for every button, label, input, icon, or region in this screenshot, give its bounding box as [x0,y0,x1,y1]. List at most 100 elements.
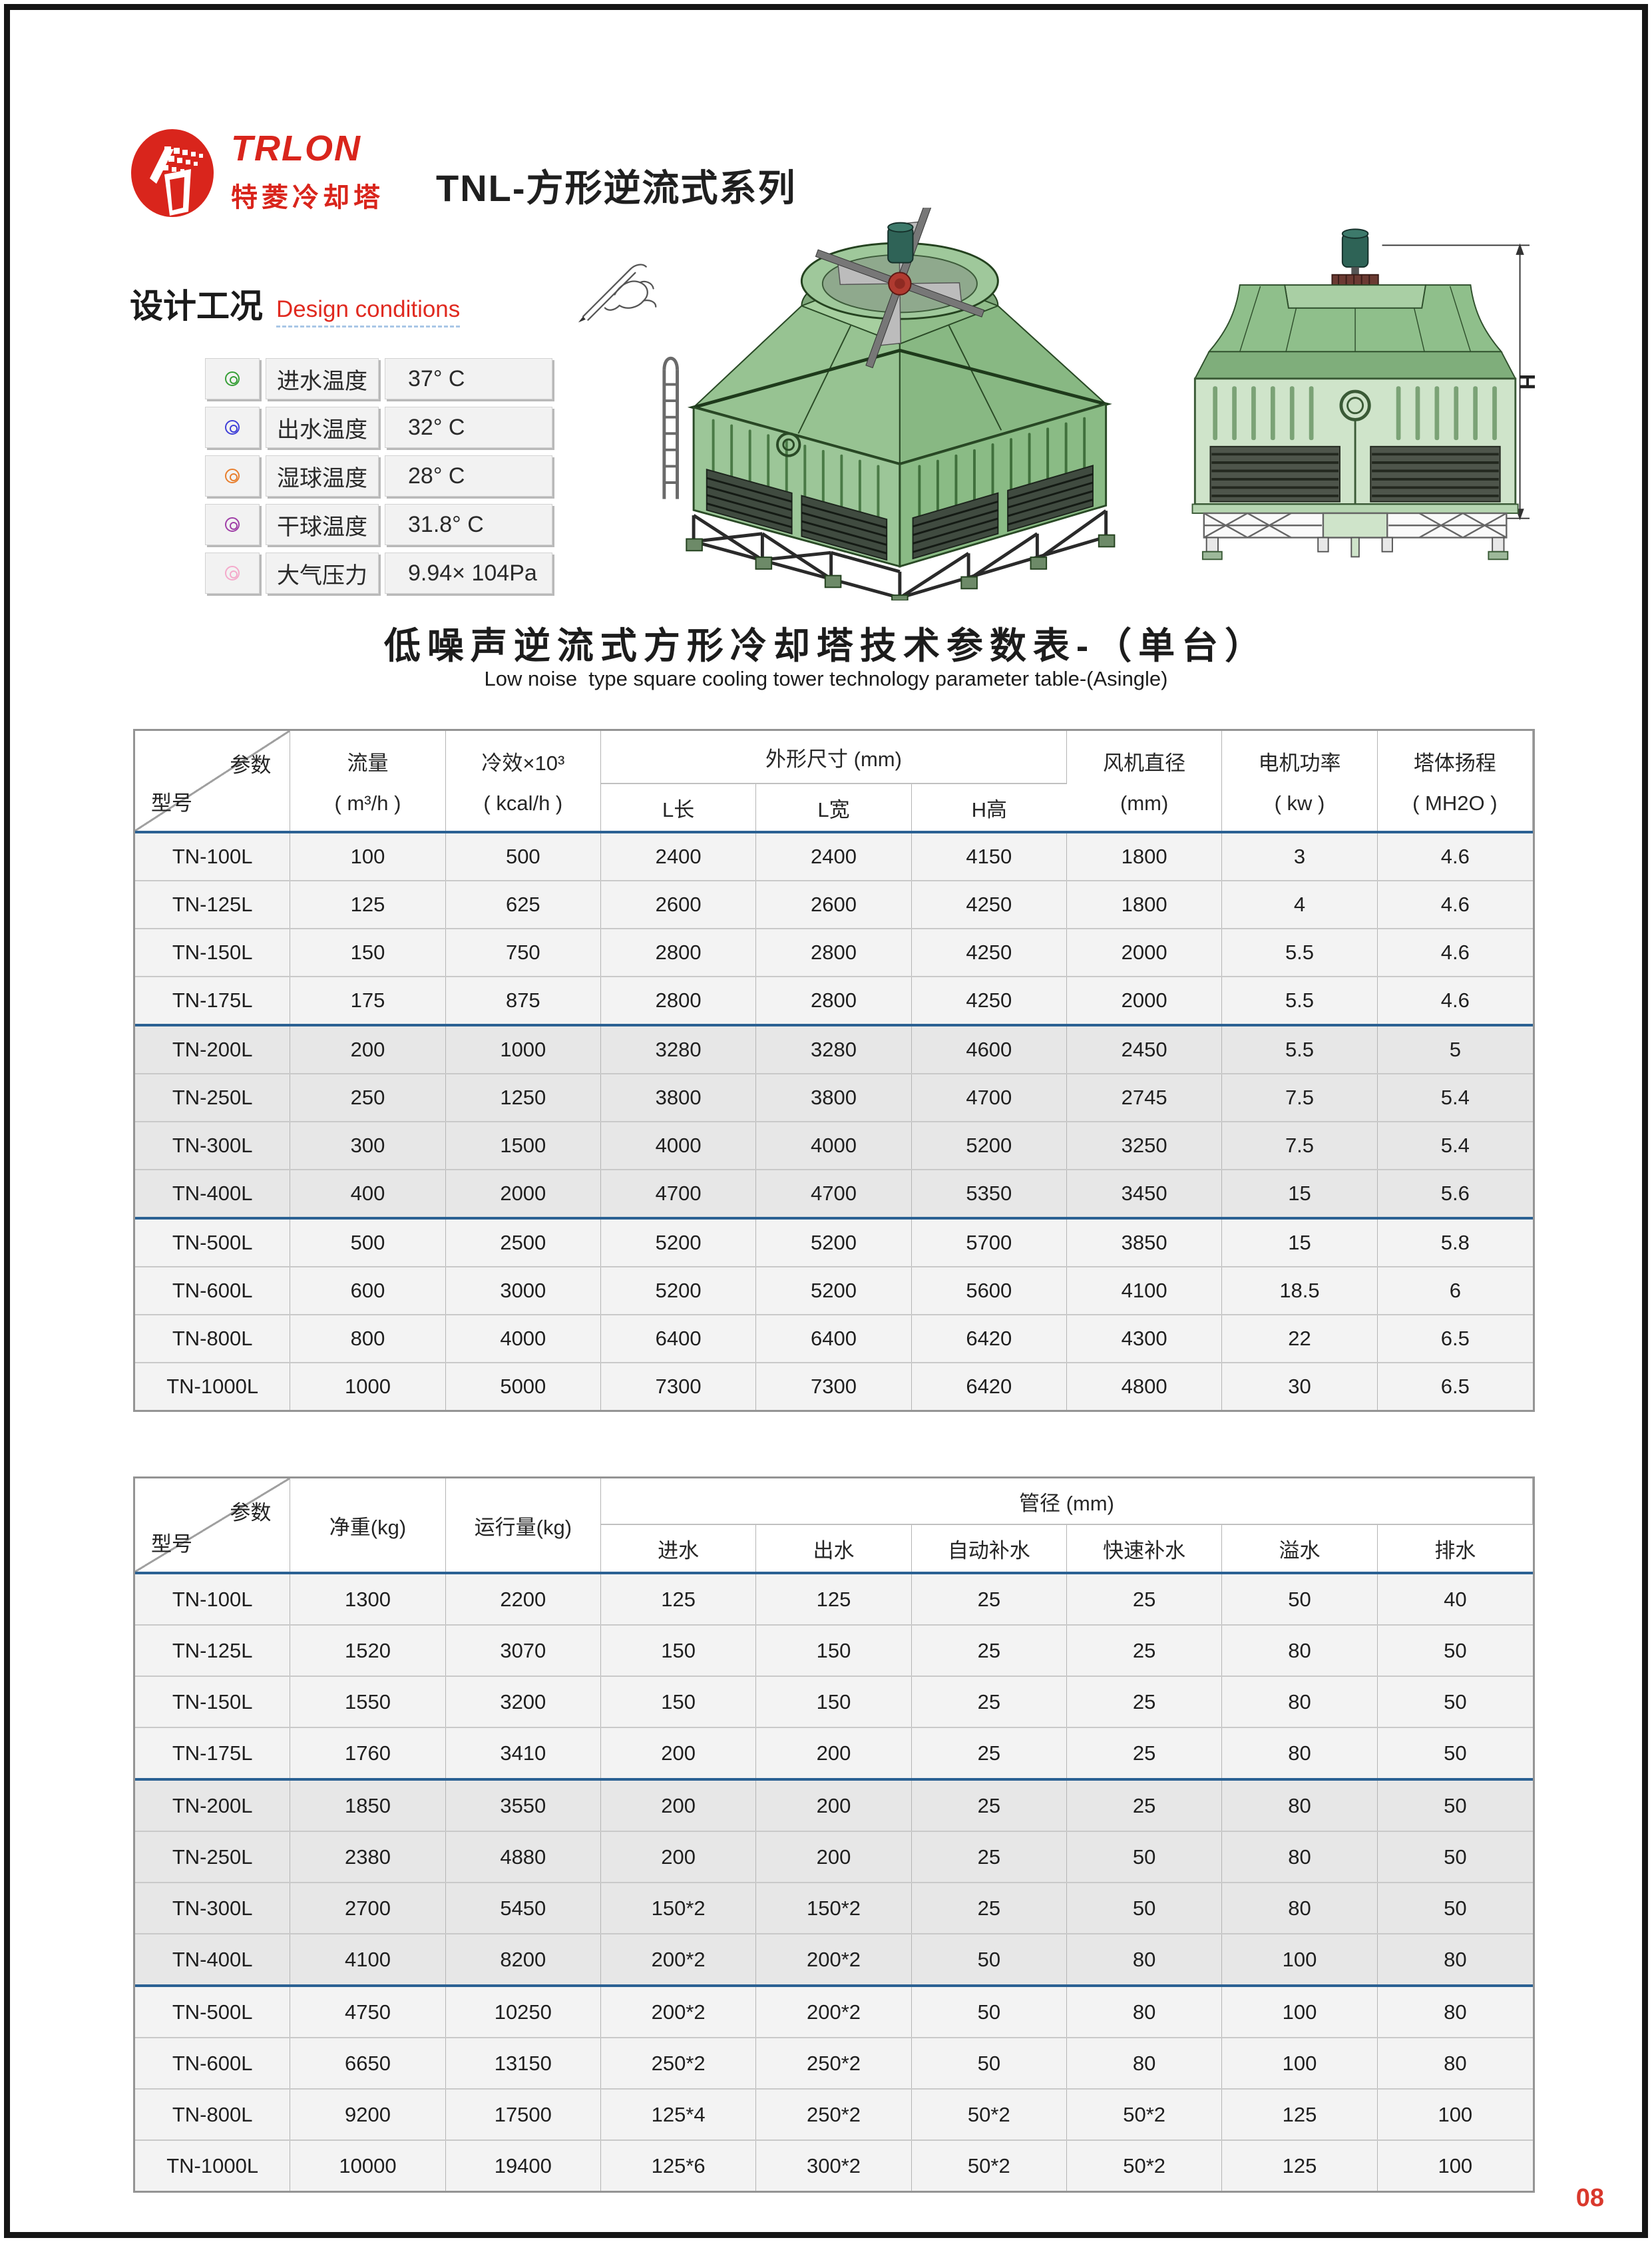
cell-overflow: 100 [1222,1987,1378,2037]
corner-label-model: 型号 [151,791,192,815]
cell-cooling: 3000 [445,1267,601,1314]
col-header-net-weight: 净重(kg) [290,1478,446,1572]
corner-label-model: 型号 [151,1532,192,1556]
cell-drain: 50 [1377,1677,1533,1727]
cell-fan-diameter: 4300 [1066,1315,1223,1362]
cell-height: 5350 [911,1170,1067,1217]
cell-outlet: 200 [756,1781,912,1831]
cell-model: TN-500L [135,1220,291,1266]
col-header-drain: 排水 [1434,1538,1476,1562]
cell-flow: 300 [290,1122,446,1169]
page-number: 08 [1575,2184,1604,2212]
col-header-auto-fill: 自动补水 [912,1525,1067,1572]
cell-length: 2800 [600,977,757,1024]
cell-model: TN-125L [135,881,291,928]
cell-height: 4150 [911,833,1067,880]
cell-quick-fill: 25 [1066,1677,1223,1727]
cell-running-weight: 4880 [445,1832,601,1882]
cell-outlet: 150*2 [756,1883,912,1933]
table2-corner-cell: 参数 型号 [135,1478,291,1572]
cell-quick-fill: 25 [1066,1626,1223,1676]
double-circle-bullet-icon [225,566,240,580]
cell-cooling: 2000 [445,1170,601,1217]
table-row: TN-175L 175 875 2800 2800 4250 2000 5.5 … [135,977,1533,1026]
condition-label: 湿球温度 [266,455,379,497]
cell-net-weight: 6650 [290,2038,446,2088]
cell-net-weight: 1300 [290,1574,446,1624]
cell-flow: 150 [290,929,446,976]
cell-height: 4600 [911,1026,1067,1073]
cell-outlet: 200 [756,1728,912,1778]
cell-tower-head: 5.6 [1377,1170,1533,1217]
corner-label-parameter: 参数 [230,1501,272,1524]
cell-model: TN-150L [135,929,291,976]
cell-fan-diameter: 2450 [1066,1026,1223,1073]
cell-net-weight: 4100 [290,1934,446,1984]
brand-name: TRLON [231,128,361,168]
cell-length: 4700 [600,1170,757,1217]
col-header-cooling: 冷效×10³( kcal/h ) [446,731,601,831]
cell-model: TN-200L [135,1026,291,1073]
cell-motor-power: 5.5 [1222,929,1378,976]
cell-width: 3800 [756,1074,912,1121]
table-section-title-en: Low noise type square cooling tower tech… [484,667,1168,690]
cell-width: 5200 [756,1220,912,1266]
cell-fan-diameter: 3450 [1066,1170,1223,1217]
cell-running-weight: 3410 [445,1728,601,1778]
cell-length: 3280 [600,1026,757,1073]
condition-value: 37° C [385,358,552,399]
cell-running-weight: 3550 [445,1781,601,1831]
cell-motor-power: 7.5 [1222,1074,1378,1121]
cell-quick-fill: 50*2 [1066,2141,1223,2191]
cell-width: 6400 [756,1315,912,1362]
cell-width: 4000 [756,1122,912,1169]
design-condition-row: 出水温度 32° C [205,407,552,448]
cell-overflow: 125 [1222,2141,1378,2191]
cell-motor-power: 4 [1222,881,1378,928]
cell-running-weight: 17500 [445,2090,601,2139]
cell-drain: 50 [1377,1883,1533,1933]
double-circle-bullet-icon [225,517,240,532]
table-row: TN-100L 100 500 2400 2400 4150 1800 3 4.… [135,833,1533,881]
table-row: TN-250L 2380 4880 200 200 25 50 80 50 [135,1832,1533,1883]
design-condition-row: 进水温度 37° C [205,358,552,399]
cell-quick-fill: 50 [1066,1883,1223,1933]
corner-label-parameter: 参数 [230,754,272,777]
cell-running-weight: 8200 [445,1934,601,1984]
cell-net-weight: 1520 [290,1626,446,1676]
cell-inlet: 200 [600,1832,757,1882]
cell-inlet: 200 [600,1781,757,1831]
cell-auto-fill: 25 [911,1883,1067,1933]
cell-outlet: 150 [756,1626,912,1676]
cell-height: 5200 [911,1122,1067,1169]
condition-label: 出水温度 [266,407,379,448]
condition-bullet-box [205,504,260,545]
cell-model: TN-800L [135,2090,291,2139]
cell-flow: 125 [290,881,446,928]
cell-auto-fill: 50*2 [911,2141,1067,2191]
cell-length: 3800 [600,1074,757,1121]
cell-inlet: 125*4 [600,2090,757,2139]
condition-bullet-box [205,553,260,594]
cell-length: 6400 [600,1315,757,1362]
cell-overflow: 50 [1222,1574,1378,1624]
cell-model: TN-300L [135,1122,291,1169]
cell-quick-fill: 80 [1066,1987,1223,2037]
cell-running-weight: 13150 [445,2038,601,2088]
design-conditions-title-zh: 设计工况 [130,288,263,325]
col-header-width: L宽 [756,784,912,831]
cell-overflow: 80 [1222,1728,1378,1778]
cell-outlet: 250*2 [756,2038,912,2088]
cell-height: 6420 [911,1315,1067,1362]
col-header-fan-diameter: 风机直径 (mm) [1067,731,1223,831]
cell-overflow: 80 [1222,1677,1378,1727]
cell-auto-fill: 50 [911,1934,1067,1984]
cell-width: 4700 [756,1170,912,1217]
cell-quick-fill: 25 [1066,1574,1223,1624]
cell-cooling: 500 [445,833,601,880]
condition-bullet-box [205,455,260,497]
cell-net-weight: 4750 [290,1987,446,2037]
cell-fan-diameter: 3250 [1066,1122,1223,1169]
table-row: TN-200L 200 1000 3280 3280 4600 2450 5.5… [135,1026,1533,1074]
cell-quick-fill: 50*2 [1066,2090,1223,2139]
